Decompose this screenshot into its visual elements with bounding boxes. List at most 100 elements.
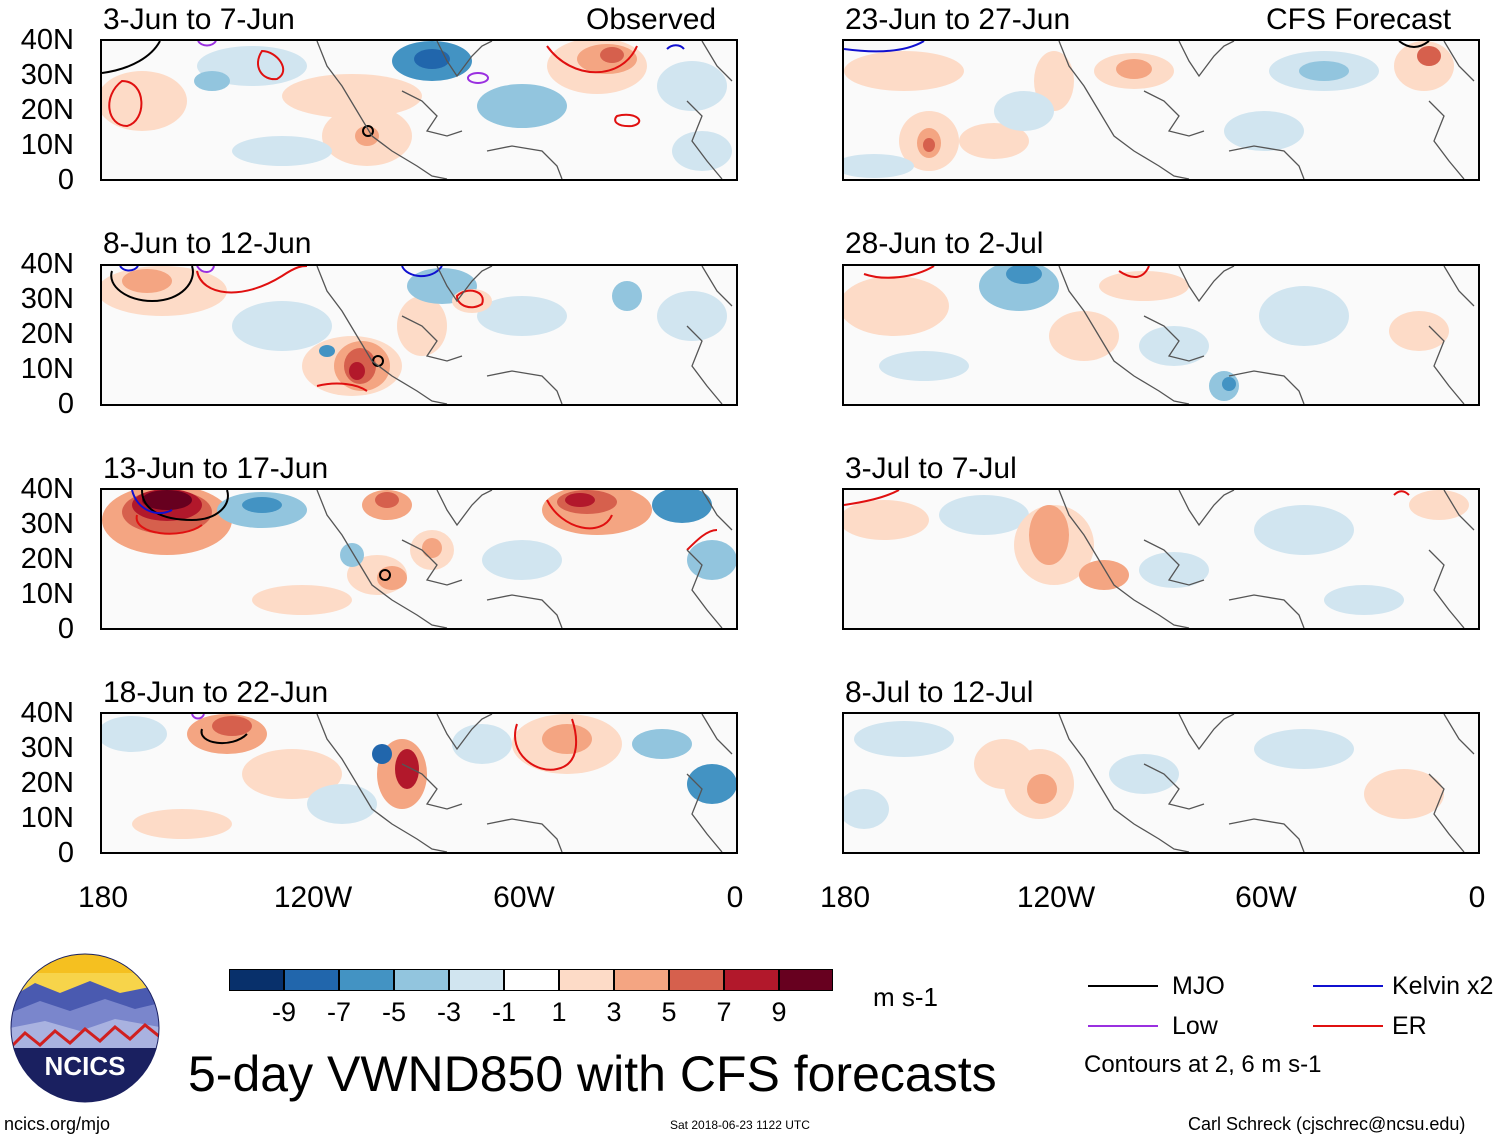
colorbar-swatch-6	[504, 969, 559, 991]
map-panel-7	[100, 712, 738, 854]
colorbar-swatch-1	[229, 969, 284, 991]
colorbar-swatch-11	[779, 969, 833, 991]
colorbar-label: -3	[436, 997, 462, 1027]
mjo-contours	[141, 490, 391, 581]
mjo-contours	[200, 728, 248, 745]
x-tick-60w: 60W	[493, 881, 555, 914]
y-tick-0: 0	[57, 837, 74, 869]
wind-anomaly-shading	[102, 490, 736, 615]
map-panel-4	[842, 264, 1480, 406]
y-tick-0: 0	[57, 613, 74, 645]
colorbar-label: -5	[381, 997, 407, 1027]
coastlines	[1058, 714, 1475, 852]
kelvin-contours	[131, 490, 173, 515]
wind-anomaly-shading	[102, 41, 732, 171]
panel-title-6: 3-Jul to 7-Jul	[845, 452, 1017, 485]
panel-title-1: 3-Jun to 7-Jun	[103, 3, 295, 36]
map-panel-6	[842, 488, 1480, 630]
colorbar-label: 3	[606, 997, 622, 1027]
wind-anomaly-shading	[844, 721, 1444, 829]
ncics-logo: NCICS	[10, 953, 160, 1103]
y-tick-10n: 10N	[20, 802, 74, 834]
figure-title: 5-day VWND850 with CFS forecasts	[188, 1046, 997, 1102]
legend-line-low	[1088, 1025, 1158, 1027]
coastlines	[316, 490, 733, 628]
colorbar-label: 1	[551, 997, 567, 1027]
panel-label-observed: Observed	[586, 3, 717, 36]
coastlines	[1058, 41, 1475, 179]
coastlines	[1058, 490, 1475, 628]
footer-credit: Carl Schreck (cjschrec@ncsu.edu)	[1188, 1114, 1466, 1134]
colorbar-swatch-3	[339, 969, 394, 991]
colorbar-units: m s-1	[873, 982, 938, 1012]
panel-title-7: 18-Jun to 22-Jun	[103, 676, 329, 709]
colorbar-swatch-4	[394, 969, 449, 991]
low-contours	[197, 41, 489, 84]
panel-title-3: 8-Jun to 12-Jun	[103, 227, 312, 260]
y-tick-30n: 30N	[20, 508, 74, 540]
y-tick-20n: 20N	[20, 318, 74, 350]
y-tick-20n: 20N	[20, 767, 74, 799]
x-tick-0: 0	[726, 881, 744, 914]
colorbar-label: 5	[661, 997, 677, 1027]
colorbar-swatch-5	[449, 969, 504, 991]
x-tick-120w: 120W	[273, 881, 353, 914]
low-contours	[196, 266, 215, 273]
legend-label-mjo: MJO	[1172, 972, 1225, 1000]
map-panel-2	[842, 39, 1480, 181]
footer-url[interactable]: ncics.org/mjo	[4, 1114, 111, 1134]
wind-anomaly-shading	[844, 41, 1454, 178]
y-tick-0: 0	[57, 388, 74, 420]
colorbar-swatch-7	[559, 969, 614, 991]
er-contours	[135, 499, 718, 551]
y-tick-10n: 10N	[20, 129, 74, 161]
panel-title-4: 28-Jun to 2-Jul	[845, 227, 1044, 260]
y-tick-20n: 20N	[20, 543, 74, 575]
colorbar-label: 9	[771, 997, 787, 1027]
colorbar-label: -1	[491, 997, 517, 1027]
legend-line-er	[1313, 1025, 1383, 1027]
wind-anomaly-shading	[844, 266, 1449, 401]
y-tick-0: 0	[57, 164, 74, 196]
panel-title-8: 8-Jul to 12-Jul	[845, 676, 1034, 709]
mjo-contours	[102, 41, 374, 137]
legend-label-kelvin: Kelvin x2	[1392, 972, 1494, 1000]
y-tick-40n: 40N	[20, 473, 74, 505]
footer-timestamp: Sat 2018-06-23 1122 UTC	[670, 1118, 810, 1132]
logo-text: NCICS	[45, 1051, 126, 1081]
map-panel-5	[100, 488, 738, 630]
wind-anomaly-shading	[844, 490, 1469, 615]
x-tick-60w: 60W	[1235, 881, 1297, 914]
panel-title-5: 13-Jun to 17-Jun	[103, 452, 329, 485]
y-tick-20n: 20N	[20, 94, 74, 126]
y-tick-40n: 40N	[20, 24, 74, 56]
y-tick-30n: 30N	[20, 59, 74, 91]
legend-line-kelvin	[1313, 985, 1383, 987]
y-tick-40n: 40N	[20, 248, 74, 280]
x-tick-0: 0	[1468, 881, 1486, 914]
x-tick-180: 180	[77, 881, 129, 914]
x-tick-120w: 120W	[1016, 881, 1096, 914]
coastlines	[1058, 266, 1475, 404]
colorbar-swatch-8	[614, 969, 669, 991]
y-tick-10n: 10N	[20, 578, 74, 610]
coastlines	[316, 714, 733, 852]
coastlines	[316, 266, 733, 404]
panel-title-2: 23-Jun to 27-Jun	[845, 3, 1071, 36]
er-contours	[514, 718, 578, 771]
legend-line-mjo	[1088, 985, 1158, 987]
legend-label-er: ER	[1392, 1012, 1427, 1040]
map-panel-3	[100, 264, 738, 406]
y-tick-30n: 30N	[20, 732, 74, 764]
kelvin-contours	[844, 41, 925, 53]
wind-anomaly-shading	[102, 266, 727, 396]
contours-note: Contours at 2, 6 m s-1	[1084, 1051, 1322, 1078]
wind-anomaly-shading	[102, 714, 736, 839]
er-contours	[863, 266, 1150, 279]
er-contours	[108, 45, 641, 128]
er-contours	[844, 490, 1410, 506]
er-contours	[196, 266, 484, 392]
kelvin-contours	[666, 44, 685, 50]
map-panel-8	[842, 712, 1480, 854]
colorbar-label: -9	[271, 997, 297, 1027]
